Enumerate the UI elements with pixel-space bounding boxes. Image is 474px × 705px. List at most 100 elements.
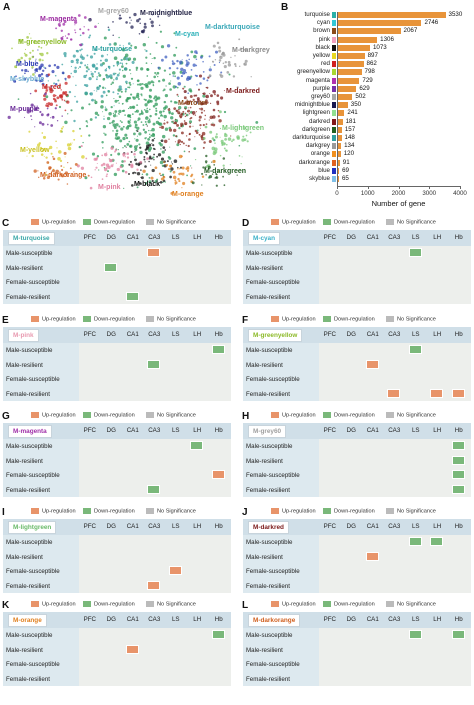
gene-node <box>31 154 34 158</box>
gene-node <box>67 33 70 36</box>
module-label: M-darkred <box>226 88 260 95</box>
gene-node <box>179 63 181 65</box>
gene-node <box>94 70 97 73</box>
column-header: DG <box>346 616 356 623</box>
gene-node <box>60 127 64 130</box>
gene-node <box>45 156 48 159</box>
gene-node <box>169 88 172 91</box>
gene-node <box>104 69 108 72</box>
gene-node <box>176 76 180 80</box>
gene-node <box>46 113 50 117</box>
row-label: Female-resilient <box>6 675 51 683</box>
gene-node <box>181 75 183 77</box>
gene-node <box>141 83 143 85</box>
gene-node <box>64 120 68 125</box>
column-header: CA1 <box>126 331 139 338</box>
row-label: Male-resilient <box>246 457 283 465</box>
cell-down-regulation <box>104 262 118 272</box>
gene-node <box>199 123 202 127</box>
cell-up-regulation <box>365 359 379 369</box>
gene-node <box>159 110 163 114</box>
cell-down-regulation <box>408 537 422 547</box>
gene-node <box>214 58 217 61</box>
gene-node <box>134 156 136 158</box>
gene-node <box>112 130 114 132</box>
gene-node <box>121 65 124 68</box>
bar-category-label: red <box>321 60 330 68</box>
gene-node <box>181 187 183 189</box>
gene-node <box>24 53 28 57</box>
gene-node <box>243 127 246 130</box>
panel-label-b: B <box>281 2 289 13</box>
column-header: CA3 <box>388 616 401 623</box>
gene-node <box>62 22 66 26</box>
gene-node <box>174 141 176 143</box>
module-label: M-red <box>42 84 62 91</box>
column-header: LS <box>171 427 180 434</box>
gene-node <box>212 60 215 63</box>
gene-node <box>125 80 128 84</box>
gene-node <box>232 75 236 78</box>
heatmap-grid <box>319 439 471 497</box>
gene-node <box>97 114 100 117</box>
gene-node <box>144 137 147 140</box>
gene-node <box>123 187 125 190</box>
gene-node <box>208 68 212 72</box>
gene-node <box>195 74 198 78</box>
gene-node <box>144 49 146 51</box>
gene-node <box>63 52 67 56</box>
gene-node <box>88 103 91 106</box>
gene-node <box>80 145 83 148</box>
gene-node <box>151 24 154 28</box>
gene-node <box>102 90 106 94</box>
module-color-swatch <box>332 159 336 166</box>
gene-node <box>148 94 151 97</box>
gene-node <box>89 118 93 121</box>
gene-node <box>177 95 179 97</box>
gene-node <box>162 181 164 184</box>
gene-node <box>129 160 132 163</box>
gene-node <box>87 174 90 177</box>
legend-item-up: Up-regulation <box>31 508 76 514</box>
gene-node <box>134 147 138 152</box>
gene-node <box>159 30 163 33</box>
gene-node <box>182 68 187 73</box>
gene-node <box>7 115 11 120</box>
gene-node <box>93 90 95 92</box>
legend-swatch <box>31 601 39 607</box>
gene-node <box>34 72 36 74</box>
gene-node <box>19 59 21 61</box>
gene-node <box>63 20 67 24</box>
gene-node <box>72 129 75 133</box>
gene-node <box>160 125 165 130</box>
gene-node <box>140 169 142 171</box>
gene-node <box>119 120 122 122</box>
gene-node <box>112 163 114 165</box>
gene-node <box>134 171 137 174</box>
legend-label: Down-regulation <box>94 412 135 419</box>
gene-node <box>212 44 216 48</box>
row-label-column <box>3 343 79 401</box>
gene-node <box>118 85 122 89</box>
gene-node <box>168 110 171 114</box>
gene-node <box>159 126 161 129</box>
gene-node <box>42 177 46 180</box>
gene-node <box>218 119 222 123</box>
gene-node <box>157 122 161 126</box>
gene-node <box>130 44 133 47</box>
gene-node <box>214 142 216 144</box>
legend-swatch <box>386 601 394 607</box>
gene-node <box>81 155 85 159</box>
gene-node <box>178 106 182 110</box>
gene-node <box>176 143 180 147</box>
gene-node <box>244 59 248 63</box>
gene-node <box>85 74 88 76</box>
gene-node <box>205 161 207 164</box>
gene-node <box>122 147 124 149</box>
gene-node <box>188 133 191 136</box>
gene-node <box>188 79 191 81</box>
legend-swatch <box>386 508 394 514</box>
gene-node <box>149 53 152 55</box>
bar-value-label: 120 <box>343 150 355 158</box>
gene-node <box>79 61 83 65</box>
